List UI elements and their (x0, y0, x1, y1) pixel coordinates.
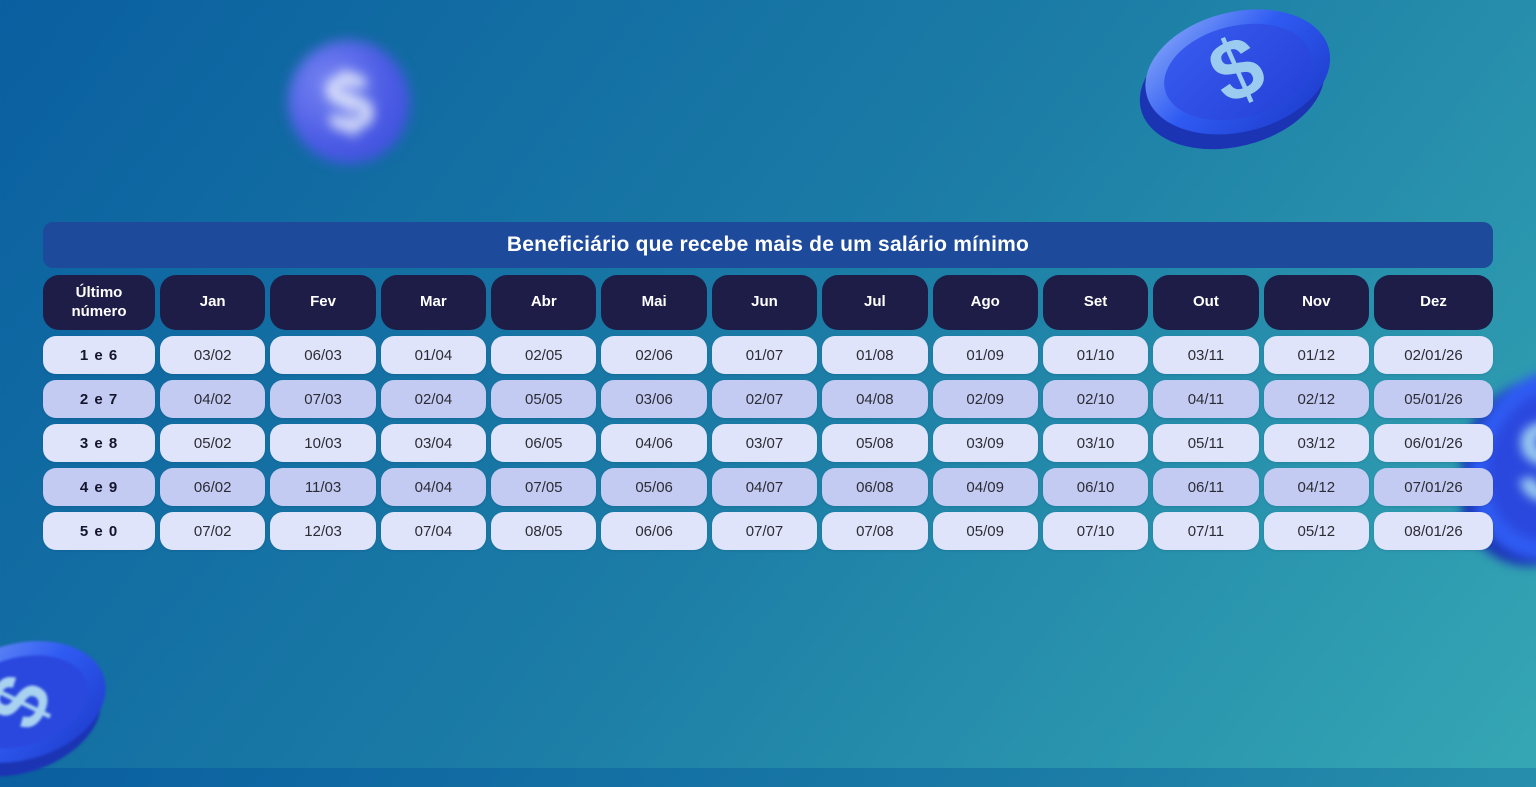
header-cell-month: Fev (270, 275, 376, 330)
coin-graphic: $ (0, 641, 106, 777)
dollar-sign-icon: $ (0, 662, 71, 743)
header-cell-month: Mai (601, 275, 707, 330)
date-cell: 06/11 (1153, 468, 1259, 506)
dollar-coin-bottom-left: $ (0, 632, 115, 782)
table-body: 1 e 6 03/02 06/03 01/04 02/05 02/06 01/07 01/08… (43, 336, 1494, 550)
date-cell: 03/06 (601, 380, 707, 418)
date-cell: 06/05 (491, 424, 597, 462)
date-cell: 04/04 (380, 468, 487, 506)
date-cell: 07/04 (380, 512, 487, 550)
date-cell: 03/09 (932, 424, 1038, 462)
row-label-cell: 1 e 6 (43, 336, 155, 374)
header-cell-month: Jan (160, 275, 266, 330)
date-cell: 03/10 (1042, 424, 1149, 462)
date-cell: 02/09 (932, 380, 1038, 418)
date-cell: 10/03 (270, 424, 376, 462)
row-label-cell: 4 e 9 (43, 468, 155, 506)
date-cell: 02/04 (380, 380, 487, 418)
date-cell: 03/12 (1263, 424, 1369, 462)
date-cell: 04/07 (711, 468, 818, 506)
date-cell: 03/02 (160, 336, 266, 374)
header-cell-month: Mar (380, 275, 487, 330)
date-cell: 02/06 (601, 336, 707, 374)
table-row: 5 e 0 07/02 12/03 07/04 08/05 06/06 07/07 07/08… (43, 512, 1494, 550)
date-cell: 06/08 (822, 468, 928, 506)
header-cell-month: Out (1153, 275, 1259, 330)
date-cell: 07/08 (822, 512, 928, 550)
date-cell: 02/10 (1042, 380, 1149, 418)
date-cell: 01/12 (1263, 336, 1369, 374)
date-cell: 07/07 (711, 512, 818, 550)
date-cell: 05/12 (1263, 512, 1369, 550)
date-cell: 06/10 (1042, 468, 1149, 506)
date-cell: 06/03 (270, 336, 376, 374)
date-cell: 03/11 (1153, 336, 1259, 374)
date-cell: 05/05 (491, 380, 597, 418)
dollar-coin-top-left: $ (279, 32, 419, 172)
date-cell: 05/11 (1153, 424, 1259, 462)
date-cell: 08/05 (491, 512, 597, 550)
date-cell: 03/04 (380, 424, 487, 462)
table-row: 3 e 8 05/02 10/03 03/04 06/05 04/06 03/07 05/08… (43, 424, 1494, 462)
table-row: 1 e 6 03/02 06/03 01/04 02/05 02/06 01/07 01/08… (43, 336, 1494, 374)
date-cell: 06/01/26 (1373, 424, 1494, 462)
row-label-cell: 3 e 8 (43, 424, 155, 462)
date-cell: 06/02 (160, 468, 266, 506)
date-cell: 02/07 (711, 380, 818, 418)
date-cell: 07/01/26 (1373, 468, 1494, 506)
table-title: Beneficiário que recebe mais de um salár… (43, 222, 1493, 268)
header-cell-month: Ago (932, 275, 1038, 330)
row-label-cell: 2 e 7 (43, 380, 155, 418)
row-label-cell: 5 e 0 (43, 512, 155, 550)
date-cell: 03/07 (711, 424, 818, 462)
date-cell: 05/02 (160, 424, 266, 462)
date-cell: 05/09 (932, 512, 1038, 550)
table-header-row: Último número Jan Fev Mar Abr Mai Jun Jul Ago Set… (43, 275, 1494, 330)
header-cell-month: Abr (491, 275, 597, 330)
date-cell: 02/12 (1263, 380, 1369, 418)
date-cell: 07/03 (270, 380, 376, 418)
table-row: 2 e 7 04/02 07/03 02/04 05/05 03/06 02/07 04/08… (43, 380, 1494, 418)
dollar-coin-top-right: $ (1133, 2, 1343, 152)
date-cell: 04/12 (1263, 468, 1369, 506)
date-cell: 08/01/26 (1373, 512, 1494, 550)
dollar-sign-icon: $ (1515, 394, 1536, 530)
date-cell: 07/11 (1153, 512, 1259, 550)
dollar-sign-icon: $ (1195, 16, 1278, 123)
date-cell: 07/05 (491, 468, 597, 506)
date-cell: 01/07 (711, 336, 818, 374)
date-cell: 05/01/26 (1373, 380, 1494, 418)
date-cell: 04/06 (601, 424, 707, 462)
date-cell: 01/10 (1042, 336, 1149, 374)
date-cell: 07/02 (160, 512, 266, 550)
date-cell: 12/03 (270, 512, 376, 550)
table-row: 4 e 9 06/02 11/03 04/04 07/05 05/06 04/07 06/08… (43, 468, 1494, 506)
date-cell: 01/08 (822, 336, 928, 374)
coin-graphic: $ (1139, 9, 1331, 150)
date-cell: 04/11 (1153, 380, 1259, 418)
date-cell: 05/06 (601, 468, 707, 506)
date-cell: 01/04 (380, 336, 487, 374)
date-cell: 06/06 (601, 512, 707, 550)
coin-circle: $ (279, 32, 419, 172)
header-cell-month: Nov (1263, 275, 1369, 330)
date-cell: 01/09 (932, 336, 1038, 374)
date-cell: 07/10 (1042, 512, 1149, 550)
header-cell-last-number: Último número (43, 275, 155, 330)
date-cell: 11/03 (270, 468, 376, 506)
date-cell: 04/02 (160, 380, 266, 418)
header-cell-month: Dez (1373, 275, 1494, 330)
date-cell: 02/01/26 (1373, 336, 1494, 374)
header-cell-month: Jul (822, 275, 928, 330)
date-cell: 05/08 (822, 424, 928, 462)
header-cell-month: Jun (711, 275, 818, 330)
header-cell-month: Set (1042, 275, 1149, 330)
date-cell: 04/09 (932, 468, 1038, 506)
date-cell: 04/08 (822, 380, 928, 418)
dollar-sign-icon: $ (319, 52, 379, 152)
payment-calendar-table: Beneficiário que recebe mais de um salár… (43, 222, 1494, 550)
date-cell: 02/05 (491, 336, 597, 374)
